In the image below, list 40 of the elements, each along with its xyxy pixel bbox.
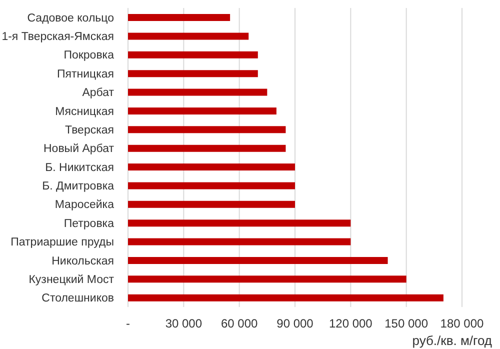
y-tick-label: Патриаршие пруды [10,236,114,249]
y-tick-label: Арбат [82,87,115,100]
bar [128,144,286,152]
y-tick-label: Петровка [64,218,115,230]
bar [128,164,295,170]
y-tick-label: Б. Дмитровка [42,180,115,193]
y-tick-label: Кузнецкий Мост [28,274,115,286]
x-tick-label: 180 000 [440,316,484,331]
y-tick-label: Пятницкая [56,68,114,80]
x-tick-label: 90 000 [276,316,314,331]
bar [128,126,286,134]
y-tick-label: Садовое кольцо [27,12,114,24]
bar [128,200,295,208]
x-tick-label: 60 000 [220,316,258,331]
x-tick-label: - [126,316,130,331]
bar [128,51,258,58]
y-tick-label: Покровка [64,50,115,62]
bar [128,14,230,21]
y-tick-label: Маросейка [54,199,115,212]
y-tick-label: Новый Арбат [44,143,115,156]
bar [128,107,276,114]
bar [128,256,388,264]
x-tick-label: 30 000 [165,316,202,331]
bar [128,238,351,246]
y-tick-label: Никольская [52,255,114,268]
bar [128,70,258,78]
y-tick-label: Мясницкая [55,106,114,118]
bar [128,276,406,283]
y-tick-label: Столешников [42,292,114,305]
bar [128,32,249,40]
bar [128,182,295,190]
bar [128,88,268,96]
y-tick-label: Тверская [65,124,114,136]
x-tick-label: 150 000 [384,316,428,331]
y-tick-label: 1-я Тверская-Ямская [2,31,114,44]
x-axis-title: руб./кв. м/год [412,333,492,348]
bar [128,294,444,302]
bar [128,220,351,227]
y-tick-label: Б. Никитская [45,162,114,174]
x-tick-label: 120 000 [328,316,373,331]
